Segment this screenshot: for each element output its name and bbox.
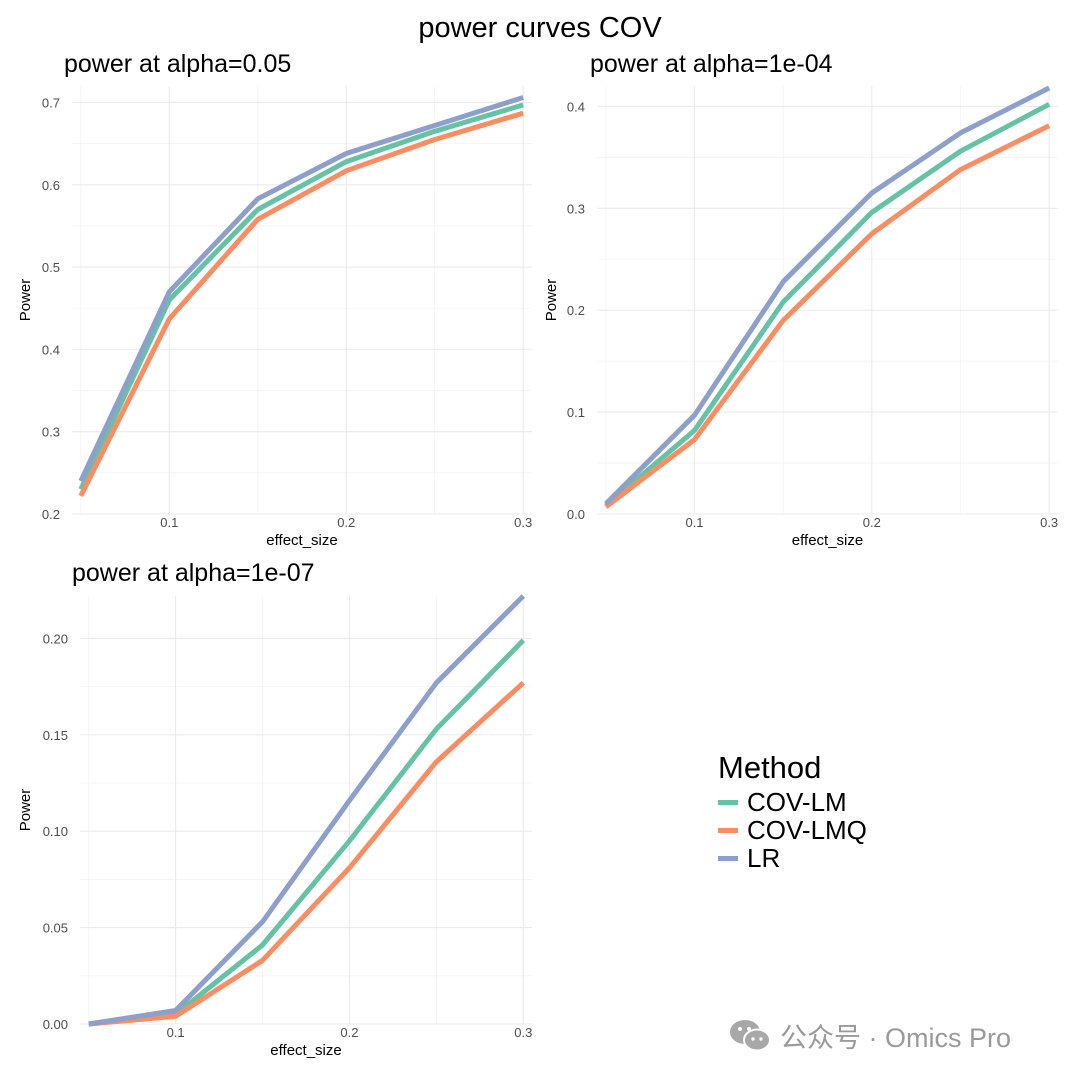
legend-item-cov-lmq: COV-LMQ (718, 814, 867, 845)
legend-key-cov-lm (718, 799, 738, 805)
legend-label-cov-lm: COV-LM (747, 786, 847, 817)
y-tick-label: 0.3 (42, 425, 60, 440)
panel-2-title: power at alpha=1e-04 (590, 50, 833, 78)
series-line-cov-lmq (604, 123, 1051, 509)
x-tick-label: 0.3 (514, 515, 532, 530)
legend: Method COV-LM COV-LMQ LR (718, 750, 867, 873)
minor-gridlines (80, 596, 532, 1024)
series-line-cov-lm (604, 102, 1051, 508)
panel-1: 0.1 0.2 0.3 0.2 0.3 0.4 0.5 0.6 0.7 effect_size Po… (17, 86, 532, 549)
y-tick-label: 0.0 (567, 507, 585, 522)
y-tick-label: 0.4 (567, 99, 585, 114)
legend-item-cov-lm: COV-LM (718, 786, 867, 817)
series-line-lr (78, 95, 524, 483)
panel-3: 0.1 0.2 0.3 0.00 0.05 0.10 0.15 0.20 effect_size… (17, 594, 532, 1059)
y-tick-label: 0.2 (42, 507, 60, 522)
legend-title: Method (718, 750, 822, 785)
series-line-cov-lmq (88, 680, 525, 1027)
y-tick-label: 0.4 (42, 342, 60, 357)
x-tick-label: 0.1 (167, 1025, 185, 1040)
figure-title: power curves COV (418, 12, 662, 44)
x-tick-label: 0.2 (337, 515, 355, 530)
x-axis-label: effect_size (270, 1042, 341, 1059)
series-line-lr (88, 594, 526, 1027)
panel-3-title: power at alpha=1e-07 (72, 559, 315, 587)
y-tick-label: 0.2 (567, 303, 585, 318)
y-tick-label: 0.05 (43, 921, 68, 936)
y-axis-label: Power (17, 789, 34, 832)
minor-gridlines (72, 86, 532, 514)
minor-gridlines (597, 86, 1058, 514)
legend-key-lr (718, 855, 738, 861)
legend-item-lr: LR (718, 842, 867, 873)
series-line-cov-lm (88, 638, 526, 1027)
y-tick-label: 0.7 (42, 95, 60, 110)
x-tick-label: 0.1 (160, 515, 178, 530)
y-axis-label: Power (17, 279, 34, 322)
wechat-icon (730, 1019, 771, 1051)
x-axis-label: effect_size (266, 532, 337, 549)
x-tick-label: 0.2 (340, 1025, 358, 1040)
watermark-text: 公众号 · Omics Pro (780, 1023, 1012, 1053)
y-tick-label: 0.1 (567, 405, 585, 420)
axis-ticks: 0.1 0.2 0.3 0.0 0.1 0.2 0.3 0.4 (567, 86, 1058, 530)
panel-1-title: power at alpha=0.05 (64, 50, 292, 78)
legend-key-cov-lmq (718, 827, 738, 833)
x-tick-label: 0.3 (1040, 515, 1058, 530)
y-tick-label: 0.10 (43, 824, 68, 839)
y-tick-label: 0.20 (43, 631, 68, 646)
y-tick-label: 0.00 (43, 1017, 68, 1032)
x-tick-label: 0.1 (685, 515, 703, 530)
x-tick-label: 0.2 (863, 515, 881, 530)
x-tick-label: 0.3 (514, 1025, 532, 1040)
legend-label-lr: LR (747, 842, 781, 873)
y-tick-label: 0.6 (42, 178, 60, 193)
series-line-lr (604, 85, 1051, 506)
y-tick-label: 0.15 (43, 728, 68, 743)
y-tick-label: 0.3 (567, 201, 585, 216)
axis-ticks: 0.1 0.2 0.3 0.00 0.05 0.10 0.15 0.20 (43, 596, 532, 1040)
series-line-cov-lmq (78, 110, 524, 498)
panel-2: 0.1 0.2 0.3 0.0 0.1 0.2 0.3 0.4 effect_size Power (543, 85, 1058, 549)
watermark: 公众号 · Omics Pro (728, 1016, 1011, 1055)
y-axis-label: Power (543, 279, 560, 322)
y-tick-label: 0.5 (42, 260, 60, 275)
series-line-cov-lm (78, 102, 524, 491)
legend-label-cov-lmq: COV-LMQ (747, 814, 867, 845)
x-axis-label: effect_size (792, 532, 863, 549)
